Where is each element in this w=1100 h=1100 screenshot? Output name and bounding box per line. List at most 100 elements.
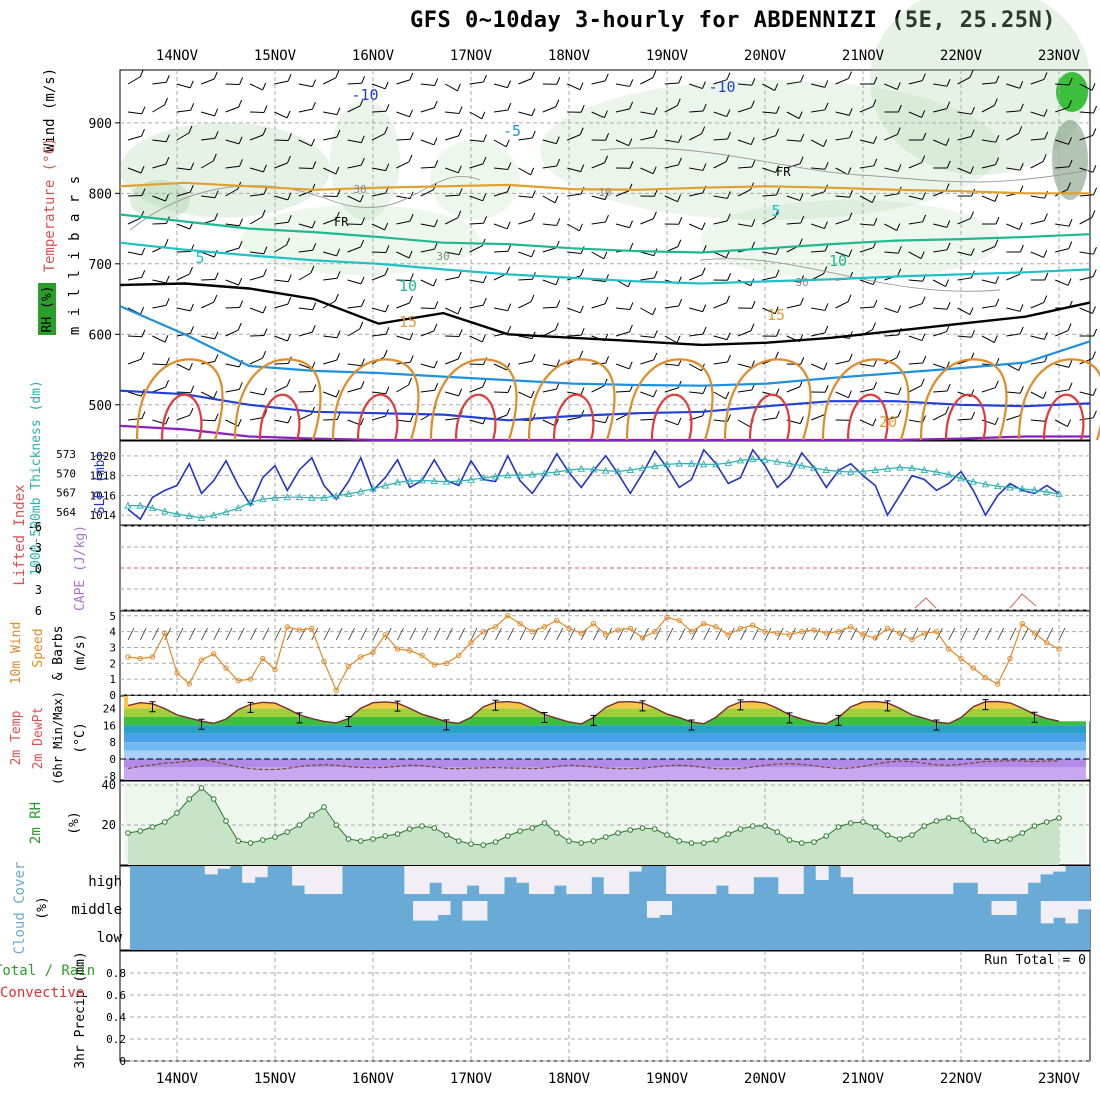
rh-marker — [798, 840, 805, 846]
wind-speed-line — [127, 615, 1060, 692]
barb-flag — [311, 406, 315, 415]
cloud-gap — [991, 901, 1005, 915]
barb-shaft — [981, 387, 996, 393]
barb-flag — [678, 298, 683, 307]
isotherm-20 — [135, 358, 224, 441]
barb-shaft — [542, 223, 557, 226]
rh-marker — [823, 833, 830, 839]
cloud-gap — [591, 866, 605, 878]
wind-barb — [372, 627, 380, 641]
barb-flag — [1043, 295, 1048, 303]
barb-shaft — [225, 188, 238, 197]
barb-flag — [188, 125, 193, 134]
barb-shaft — [713, 138, 728, 141]
barb-flag — [434, 219, 439, 227]
barb-flag — [238, 359, 243, 368]
barb-shaft — [469, 163, 484, 169]
barb-shaft — [762, 307, 776, 315]
barb-shaft — [152, 335, 166, 343]
barb-shaft — [347, 279, 362, 285]
barb-flag — [897, 104, 902, 113]
barb-shaft — [152, 163, 166, 169]
wind-speed-marker — [505, 613, 511, 619]
barb-flag — [579, 350, 584, 359]
barb-flag — [580, 246, 585, 254]
barb-shaft — [957, 136, 972, 141]
barb-shaft — [567, 134, 581, 141]
minmax-marker — [835, 714, 842, 726]
barb-flag — [849, 190, 854, 198]
barb-shaft — [786, 81, 801, 85]
barb-flag — [1042, 154, 1047, 162]
barb-flag — [774, 83, 779, 91]
barb-flag — [970, 106, 975, 115]
barb-shaft — [542, 247, 557, 253]
barb-shaft — [249, 416, 264, 421]
barb-shaft — [762, 194, 777, 197]
barb-shaft — [713, 335, 728, 341]
cloud-gap — [965, 866, 979, 883]
x-date-label: 15NOV — [254, 48, 297, 64]
barb-shaft — [1079, 134, 1094, 141]
barb-flag — [751, 241, 756, 250]
wind-barbs — [127, 69, 1098, 428]
minmax-marker — [492, 699, 499, 711]
barb-flag — [775, 187, 780, 196]
cloud-gap — [416, 866, 430, 894]
cloud-gap — [254, 866, 268, 878]
freezing-label: FR — [776, 165, 791, 179]
rh-marker — [786, 837, 793, 843]
barb-flag — [605, 133, 610, 141]
barb-flag — [993, 98, 998, 106]
cloud-gap — [728, 866, 742, 894]
barb-flag — [555, 136, 560, 144]
barb-shaft — [518, 78, 532, 85]
barb-flag — [1043, 250, 1048, 258]
barb-flag — [824, 385, 829, 393]
barb-flag — [726, 213, 731, 222]
rh-marker — [921, 823, 928, 829]
cloud-gap — [566, 866, 580, 894]
barb-flag — [139, 69, 144, 78]
barb-flag — [482, 297, 487, 306]
barb-shaft — [1079, 307, 1093, 314]
temp-band — [124, 708, 1086, 717]
minmax-marker — [345, 715, 352, 727]
barb-shaft — [322, 77, 337, 85]
barb-flag — [604, 192, 609, 200]
wind-speed-marker — [260, 655, 266, 662]
barb-flag — [798, 238, 803, 246]
barb-shaft — [664, 105, 678, 113]
barb-flag — [286, 378, 291, 387]
rh-marker — [700, 840, 707, 846]
barb-flag — [384, 222, 389, 231]
barb-shaft — [737, 139, 752, 146]
barb-flag — [556, 77, 561, 85]
cloud-gap — [940, 866, 954, 894]
barb-flag — [213, 71, 218, 80]
barb-flag — [897, 387, 902, 395]
rh-blob — [700, 200, 1000, 280]
wind-barb — [899, 627, 907, 641]
rh-marker — [284, 829, 291, 835]
barb-flag — [945, 279, 950, 287]
cloud-gap — [474, 901, 488, 921]
barb-shaft — [420, 189, 434, 197]
barb-shaft — [249, 83, 263, 91]
barb-flag — [580, 387, 585, 395]
barb-flag — [483, 216, 488, 224]
barb-shaft — [274, 335, 288, 342]
barb-shaft — [1006, 274, 1020, 281]
cloud-gap — [1027, 866, 1041, 883]
barb-shaft — [640, 167, 654, 175]
barb-flag — [921, 110, 926, 118]
barb-flag — [873, 299, 878, 308]
temp-tick-label: 8 — [109, 736, 116, 749]
barb-flag — [1043, 109, 1048, 117]
cloud-gap — [217, 866, 231, 869]
barb-flag — [678, 75, 683, 84]
barb-shaft — [201, 251, 215, 258]
thickness-line — [128, 458, 1060, 519]
barb-flag — [165, 193, 169, 202]
wind-speed-marker — [554, 617, 560, 624]
